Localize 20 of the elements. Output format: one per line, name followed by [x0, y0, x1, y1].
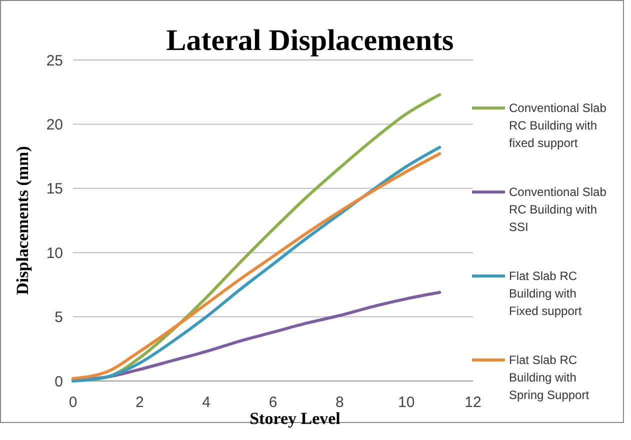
y-tick-label: 5	[54, 309, 63, 326]
x-tick-label: 0	[68, 394, 78, 411]
x-tick-label: 2	[135, 394, 144, 411]
legend-label: Conventional Slab RC Building with SSI	[509, 185, 607, 234]
legend-label: Flat Slab RC Building with Spring Support	[509, 353, 590, 402]
x-tick-label: 12	[464, 394, 482, 411]
chart-title: Lateral Displacements	[166, 24, 454, 57]
x-axis-title: Storey Level	[250, 409, 341, 428]
y-axis-title: Displacements (mm)	[13, 146, 32, 295]
y-tick-label: 15	[46, 180, 63, 198]
y-tick-label: 25	[46, 52, 63, 70]
y-tick-label: 20	[46, 116, 63, 134]
y-tick-label: 0	[54, 373, 63, 390]
x-tick-label: 8	[335, 394, 344, 411]
x-tick-label: 6	[268, 394, 278, 411]
legend-label: Conventional Slab RC Building with fixed support	[509, 101, 607, 150]
y-tick-label: 10	[46, 244, 63, 262]
x-tick-label: 4	[202, 394, 211, 411]
x-tick-label: 10	[398, 394, 415, 411]
legend-label: Flat Slab RC Building with Fixed support	[509, 269, 582, 318]
